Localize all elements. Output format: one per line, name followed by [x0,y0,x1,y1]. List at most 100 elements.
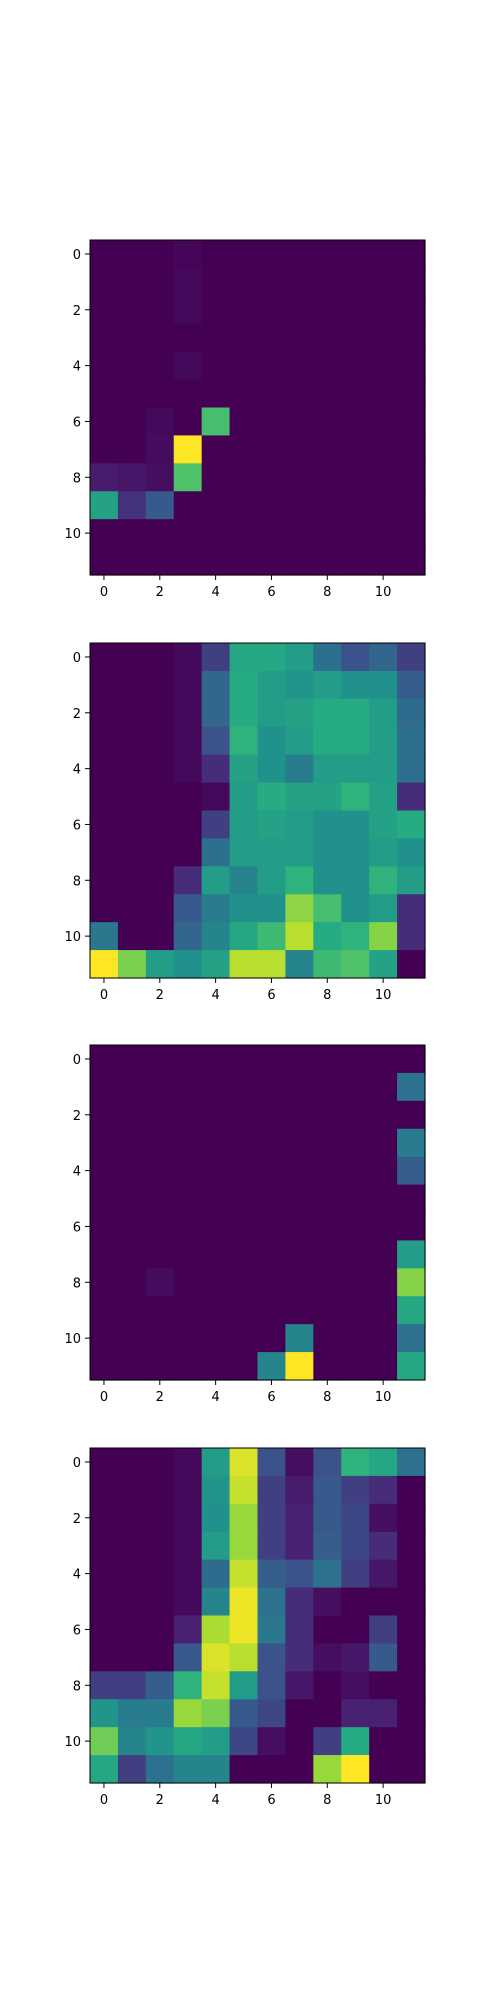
heatmap-cell-r3-c8 [313,726,342,756]
heatmap-cell-r6-c10 [369,1212,398,1242]
heatmap-cell-r3-c7 [285,1128,314,1158]
heatmap-cell-r6-c1 [117,810,147,840]
heatmap-cell-r4-c3 [173,1156,203,1186]
heatmap-cell-r5-c3 [173,1184,203,1214]
heatmap-cell-r6-c1 [117,1615,147,1645]
heatmap-cell-r10-c6 [257,922,287,951]
heatmap-cell-r4-c6 [257,1156,287,1186]
heatmap-cell-r10-c0 [90,922,119,951]
heatmap-cell-r10-c1 [117,1324,147,1353]
heatmap-cell-r9-c11 [397,894,426,923]
x-tick-label: 0 [100,1390,108,1405]
heatmap-cell-r11-c11 [397,1755,426,1784]
heatmap-cell-r1-c11 [397,1475,426,1505]
heatmap-cell-r1-c4 [201,267,231,297]
heatmap-cell-r0-c10 [369,1448,398,1477]
heatmap-cell-r8-c3 [173,1671,203,1700]
heatmap-cell-r0-c11 [397,643,426,672]
heatmap-cell-r10-c6 [257,1727,287,1756]
heatmap-cell-r0-c5 [229,643,259,672]
heatmap-cell-r6-c11 [397,407,426,437]
heatmap-cell-r5-c8 [313,1587,342,1617]
heatmap-cell-r4-c9 [341,754,370,784]
heatmap-cell-r9-c4 [201,1296,231,1325]
heatmap-cell-r8-c10 [369,866,398,895]
x-tick-label: 6 [267,1793,275,1808]
heatmap-cell-r11-c9 [341,1352,370,1381]
heatmap-cell-r6-c2 [145,1615,175,1645]
heatmap-cell-r5-c3 [173,379,203,409]
heatmap-cell-r8-c7 [285,1671,314,1700]
heatmap-cell-r0-c1 [117,643,147,672]
heatmap-cell-r7-c0 [90,435,119,464]
heatmap-cell-r10-c11 [397,922,426,951]
y-tick-label: 10 [64,930,81,945]
heatmap-cell-r7-c4 [201,1240,231,1269]
heatmap-cell-r11-c6 [257,1755,287,1784]
heatmap-cell-r7-c7 [285,1643,314,1672]
heatmap-cell-r11-c10 [369,1755,398,1784]
heatmap-cell-r2-c7 [285,1100,314,1130]
heatmap-cell-r11-c8 [313,547,342,576]
heatmap-cell-r6-c10 [369,810,398,840]
heatmap-cell-r4-c10 [369,1156,398,1186]
heatmap-cell-r4-c7 [285,351,314,381]
heatmap-cell-r2-c6 [257,1503,287,1533]
heatmap-cell-r0-c9 [341,643,370,672]
y-tick-label: 2 [73,1109,81,1124]
heatmap-cell-r6-c5 [229,1615,259,1645]
heatmap-cell-r7-c10 [369,435,398,464]
heatmap-cell-r9-c8 [313,1296,342,1325]
heatmap-cell-r4-c11 [397,351,426,381]
heatmap-cell-r8-c4 [201,463,231,492]
heatmap-cell-r2-c11 [397,1503,426,1533]
heatmap-cell-r0-c3 [173,1448,203,1477]
heatmap-cell-r2-c6 [257,1100,287,1130]
heatmap-cell-r6-c4 [201,1212,231,1242]
axes-frame [89,642,426,979]
heatmap-cell-r7-c5 [229,1240,259,1269]
heatmap-cell-r3-c7 [285,323,314,353]
heatmap-cell-r2-c8 [313,1100,342,1130]
heatmap-cell-r1-c0 [90,1072,119,1102]
heatmap-cell-r8-c4 [201,1268,231,1297]
heatmap-cell-r4-c7 [285,754,314,784]
heatmap-cell-r7-c5 [229,1643,259,1672]
x-tick-label: 4 [211,1390,219,1405]
heatmap-cell-r3-c6 [257,323,287,353]
heatmap-cell-r5-c9 [341,379,370,409]
heatmap-cell-r6-c0 [90,810,119,840]
y-tick-label: 2 [73,1512,81,1527]
heatmap-cell-r7-c8 [313,435,342,464]
heatmap-cell-r6-c2 [145,407,175,437]
heatmap-cell-r8-c3 [173,1268,203,1297]
heatmap-cell-r10-c9 [341,922,370,951]
heatmap-cell-r3-c3 [173,323,203,353]
heatmap-cell-r7-c10 [369,838,398,867]
heatmap-cell-r1-c2 [145,670,175,700]
heatmap-cell-r9-c2 [145,894,175,923]
heatmap-cell-r5-c6 [257,1587,287,1617]
heatmap-cell-r1-c7 [285,1072,314,1102]
heatmap-cell-r1-c1 [117,1475,147,1505]
heatmap-cell-r11-c0 [90,1755,119,1784]
heatmap-cell-r11-c9 [341,1755,370,1784]
heatmap-cell-r6-c6 [257,1615,287,1645]
heatmap-cell-r6-c7 [285,810,314,840]
heatmap-cell-r11-c7 [285,950,314,979]
heatmap-cell-r6-c8 [313,407,342,437]
heatmap-cell-r10-c8 [313,1324,342,1353]
heatmap-cell-r8-c10 [369,1268,398,1297]
heatmap-cell-r11-c2 [145,547,175,576]
heatmap-cell-r5-c6 [257,782,287,812]
heatmap-cell-r2-c3 [173,698,203,728]
heatmap-cell-r9-c10 [369,491,398,520]
heatmap-cell-r10-c10 [369,1727,398,1756]
heatmap-cell-r4-c2 [145,754,175,784]
heatmap-cell-r7-c3 [173,1240,203,1269]
heatmap-cell-r7-c0 [90,1240,119,1269]
heatmap-cell-r8-c1 [117,866,147,895]
heatmap-cell-r1-c10 [369,1072,398,1102]
heatmap-cell-r10-c9 [341,1727,370,1756]
heatmap-cell-r2-c10 [369,1100,398,1130]
